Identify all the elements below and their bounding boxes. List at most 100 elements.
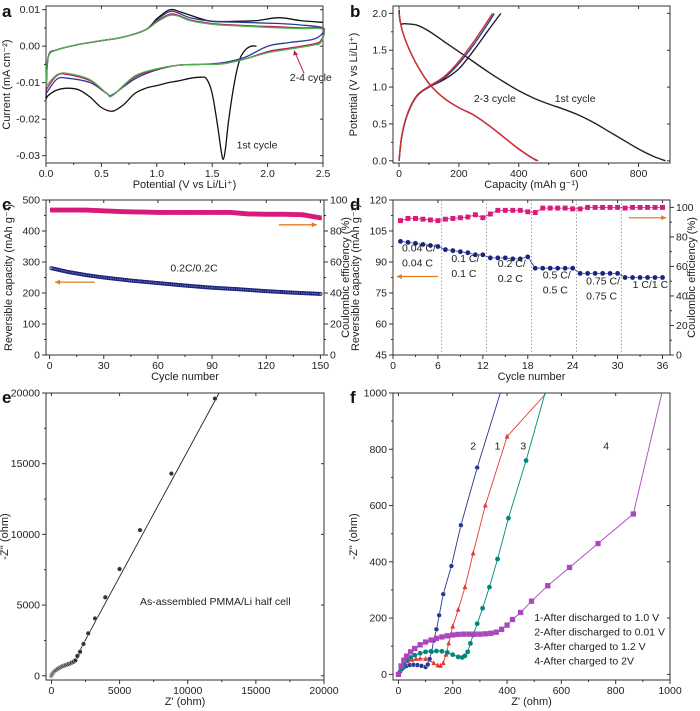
x-tick-label: 150 (312, 360, 330, 372)
y-tick-label: 0.01 (20, 4, 41, 16)
ce-point (205, 210, 209, 215)
ce-point (293, 212, 297, 217)
ce-point (214, 210, 218, 215)
ce-point (109, 208, 113, 214)
capacity-point (450, 247, 456, 254)
capacity-point (58, 268, 63, 273)
y-axis-label: Current (mA cm⁻²) (1, 39, 13, 129)
ce-point (68, 207, 71, 213)
ce-point (299, 212, 302, 218)
ce-point (615, 204, 621, 210)
x-tick-label: 800 (630, 168, 648, 180)
capacity-point (65, 269, 70, 274)
x-tick-label: 0 (396, 168, 402, 180)
rate-label-line1: 0.75 C/ (586, 276, 620, 288)
x-tick-label: 15000 (241, 685, 270, 697)
capacity-point (659, 274, 666, 281)
ce-point (652, 204, 658, 210)
x-tick-label: 18 (522, 360, 534, 372)
capacity-point (465, 249, 471, 256)
eis-point-1 (482, 502, 488, 508)
ce-point (133, 209, 136, 215)
y2-axis-label: Coulombic efficiency (%) (340, 217, 352, 338)
y-tick-label: 1.5 (372, 45, 387, 57)
annotation: 0.2C/0.2C (170, 262, 218, 274)
eis-point-3 (455, 654, 461, 660)
ce-point (279, 211, 283, 217)
ce-point (239, 210, 243, 216)
y2-tick-label: 60 (676, 261, 688, 273)
ce-point (147, 209, 151, 215)
ce-point (113, 208, 116, 214)
ce-point (442, 216, 448, 222)
plot-frame (392, 392, 671, 681)
curve-label: 4 (603, 440, 609, 452)
capacity-point (554, 265, 561, 272)
plot-frame (45, 5, 324, 164)
rate-label-line1: 0.2 C/ (498, 258, 526, 270)
ce-point (435, 218, 441, 224)
capacity-point (89, 273, 94, 278)
ce-point (405, 216, 411, 221)
eis-point (137, 527, 143, 533)
eis-point (80, 641, 87, 647)
ce-point (69, 207, 73, 213)
ce-point (600, 204, 606, 210)
ce-point (127, 209, 131, 215)
panel-a: a 0.0 0.5 1.0 1.5 2.0 2.5 0.01 0.00 -0.01 -0.02 -0.… (1, 2, 332, 191)
eis-point-2 (433, 626, 440, 632)
cv-curve-3 (45, 13, 325, 98)
right-axis-arrow-head (311, 222, 317, 228)
ce-point (248, 211, 252, 217)
capacity-point (69, 270, 74, 275)
x-tick-label: 60 (152, 360, 164, 372)
curve-label: 2 (470, 440, 476, 452)
ce-point (217, 210, 221, 215)
y-tick-label: 500 (22, 195, 40, 207)
ce-point (420, 216, 426, 222)
x-tick-label: 600 (570, 168, 588, 180)
capacity-point (495, 255, 501, 261)
ce-point (125, 209, 129, 215)
capacity-point (442, 246, 449, 253)
capacity-point (397, 238, 404, 245)
capacity-point (435, 243, 441, 250)
ce-point (480, 215, 486, 221)
eis-point-3 (462, 653, 468, 659)
ce-point (225, 210, 228, 215)
eis-point-3 (465, 649, 471, 655)
capacity-point (90, 273, 95, 279)
ce-point (263, 211, 266, 217)
ce-point (207, 210, 210, 215)
x-axis-label: Z' (ohm) (165, 696, 206, 708)
y-tick-label: 600 (369, 500, 387, 512)
ce-point (311, 214, 315, 219)
ce-point (219, 210, 223, 215)
capacity-point (49, 266, 54, 271)
ce-point (59, 207, 62, 213)
capacity-point (98, 274, 103, 280)
eis-point-3 (467, 641, 473, 646)
ce-point (71, 207, 75, 213)
eis-point (168, 471, 174, 477)
ce-point (212, 210, 216, 215)
rate-label-line2: 0.75 C (586, 291, 617, 303)
ce-point (210, 210, 214, 215)
ce-point (246, 211, 250, 217)
x-tick-label: 0 (49, 685, 55, 697)
ce-point (95, 208, 98, 213)
gcd-curve-4 (398, 13, 538, 162)
ce-point (66, 207, 70, 213)
capacity-point (103, 275, 108, 280)
y2-axis-label: Coulombic efficiency (%) (686, 217, 698, 338)
capacity-point (117, 277, 123, 282)
y-tick-label: 45 (375, 350, 387, 362)
capacity-point (67, 270, 72, 275)
capacity-point (107, 276, 112, 281)
ce-point (457, 215, 463, 221)
left-axis-arrow-head (55, 279, 61, 285)
eis-point-1 (440, 660, 446, 666)
eis-point-4 (566, 564, 573, 571)
ce-point (51, 207, 55, 213)
